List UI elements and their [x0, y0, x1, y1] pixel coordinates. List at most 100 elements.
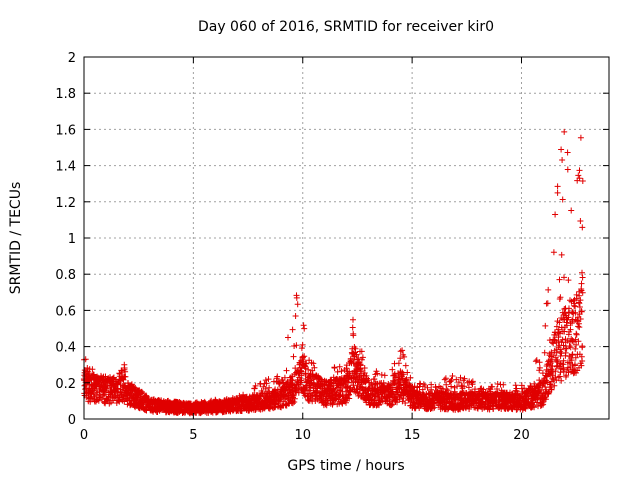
- data-point: [469, 378, 476, 385]
- data-point: [266, 384, 273, 391]
- data-point: [567, 344, 574, 351]
- data-point: [575, 172, 582, 179]
- data-point: [562, 373, 569, 380]
- data-point: [412, 404, 419, 410]
- data-point: [576, 167, 583, 174]
- data-point: [289, 326, 296, 333]
- data-point: [358, 348, 365, 355]
- data-point: [252, 382, 259, 389]
- y-axis-label: SRMTID / TECUs: [8, 182, 24, 295]
- x-axis-ticks: 0 5 10 15 20: [80, 57, 530, 443]
- y-tick-label: 2: [68, 51, 76, 66]
- data-point: [461, 383, 468, 390]
- data-point: [265, 376, 272, 383]
- data-point: [349, 324, 356, 331]
- data-point: [294, 301, 301, 308]
- data-point: [448, 383, 455, 390]
- data-point: [554, 356, 561, 363]
- data-point: [263, 380, 270, 387]
- data-point: [301, 392, 308, 399]
- data-point: [567, 326, 574, 333]
- data-point: [564, 166, 571, 173]
- data-point: [576, 292, 583, 299]
- data-point: [578, 308, 585, 315]
- data-point: [388, 402, 395, 409]
- data-point: [93, 386, 99, 392]
- data-point: [486, 406, 493, 413]
- data-point: [395, 360, 402, 367]
- data-point: [550, 340, 557, 347]
- data-point: [359, 354, 366, 361]
- data-point: [289, 400, 296, 407]
- data-point: [402, 362, 409, 369]
- data-point: [301, 325, 308, 332]
- data-point: [389, 366, 396, 373]
- data-point: [115, 385, 121, 392]
- data-point: [536, 359, 543, 366]
- data-point: [404, 369, 411, 376]
- data-point: [492, 399, 499, 406]
- data-point: [558, 377, 565, 384]
- data-point: [381, 372, 388, 379]
- data-point: [572, 345, 579, 352]
- data-point: [558, 251, 565, 258]
- data-point: [89, 366, 96, 373]
- data-point: [281, 374, 288, 381]
- chart-title: Day 060 of 2016, SRMTID for receiver kir…: [198, 19, 494, 35]
- data-point: [334, 368, 341, 375]
- data-point: [554, 183, 561, 190]
- data-point: [352, 345, 359, 352]
- data-point: [560, 368, 567, 375]
- y-tick-label: 0.8: [55, 268, 76, 283]
- data-point: [361, 365, 368, 371]
- data-point: [331, 365, 338, 371]
- data-point: [461, 375, 468, 382]
- data-point: [454, 383, 461, 390]
- data-point: [576, 175, 583, 182]
- data-point: [579, 269, 585, 276]
- data-point: [99, 396, 105, 403]
- data-point: [401, 353, 408, 360]
- data-point: [441, 376, 448, 383]
- data-point: [572, 354, 579, 361]
- data-point: [548, 386, 555, 393]
- data-point: [365, 377, 372, 383]
- data-point: [338, 368, 345, 375]
- data-point: [572, 303, 579, 310]
- data-point: [285, 334, 291, 341]
- data-point: [579, 274, 586, 281]
- data-point: [569, 320, 575, 326]
- x-tick-label: 20: [513, 428, 530, 443]
- data-point: [559, 196, 566, 203]
- data-point: [391, 370, 398, 377]
- data-point: [555, 329, 562, 336]
- data-point: [550, 249, 557, 256]
- data-point: [424, 384, 431, 391]
- data-point: [288, 376, 295, 383]
- data-point: [449, 373, 456, 379]
- data-point: [552, 368, 559, 375]
- data-point: [442, 375, 449, 382]
- data-point: [262, 377, 269, 384]
- data-point: [542, 396, 549, 403]
- data-point: [513, 388, 520, 395]
- data-point: [556, 276, 563, 283]
- data-point: [330, 385, 337, 392]
- data-point: [403, 377, 410, 384]
- data-point: [432, 384, 439, 391]
- y-tick-label: 0.4: [55, 341, 76, 356]
- data-point: [579, 289, 586, 296]
- data-point: [559, 336, 566, 343]
- data-point: [407, 374, 414, 381]
- data-point: [569, 337, 576, 344]
- data-point: [578, 280, 585, 287]
- data-point: [336, 363, 343, 370]
- data-point: [561, 274, 567, 281]
- data-point: [556, 319, 563, 326]
- data-point: [544, 300, 551, 307]
- data-point: [571, 362, 578, 369]
- data-point: [489, 383, 496, 390]
- data-point: [428, 381, 435, 388]
- data-point: [536, 364, 543, 371]
- data-point: [554, 189, 561, 196]
